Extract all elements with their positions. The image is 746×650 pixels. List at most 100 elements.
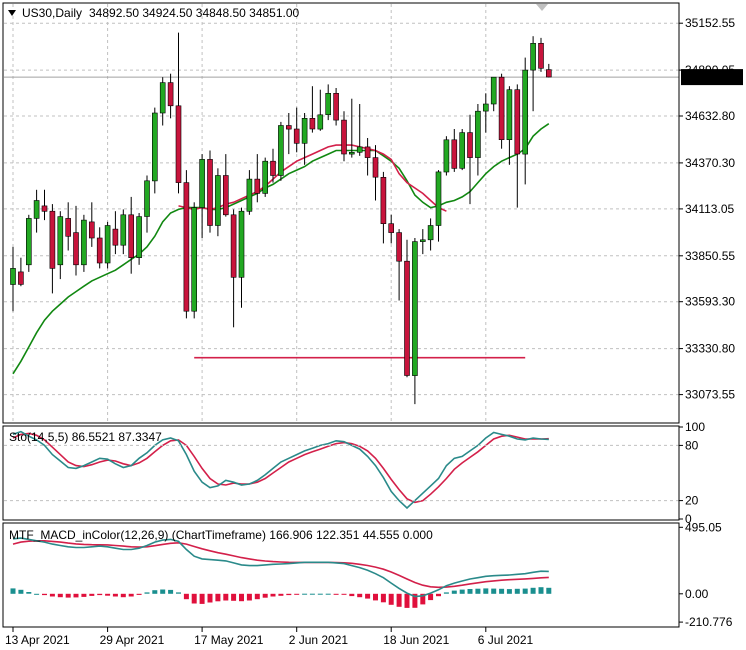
- candle: [522, 57, 529, 185]
- candle: [490, 76, 497, 112]
- stoch-tick-label: 100: [685, 420, 705, 434]
- candle: [372, 145, 379, 201]
- candle-body: [412, 241, 418, 376]
- symbol-title: US30,Daily: [22, 6, 82, 20]
- candle-body: [427, 225, 434, 241]
- macd-hist-bar: [365, 593, 371, 599]
- candle-body: [152, 112, 158, 182]
- macd-hist-bar: [530, 587, 536, 594]
- price-tick-label: 34370.30: [685, 156, 735, 170]
- stoch-tick-label: 20: [685, 494, 699, 508]
- candle: [482, 93, 489, 133]
- candle-body: [293, 128, 300, 144]
- candle: [183, 170, 190, 319]
- candle-body: [128, 214, 134, 259]
- stoch-tick-label: 80: [685, 438, 699, 452]
- macd-hist-bar: [317, 593, 323, 595]
- candle-body: [506, 89, 513, 140]
- candle-body: [41, 205, 48, 212]
- candle-body: [199, 159, 205, 208]
- candle-body: [223, 175, 229, 216]
- candle: [33, 189, 40, 233]
- macd-hist-bar: [144, 592, 150, 594]
- candle-body: [530, 42, 536, 71]
- candle-body: [372, 157, 379, 178]
- candle-body: [167, 82, 174, 107]
- candle: [167, 73, 174, 119]
- macd-hist-bar: [443, 592, 449, 594]
- candlesticks: [10, 32, 552, 405]
- candle-body: [191, 207, 197, 312]
- macd-hist-bar: [302, 593, 308, 595]
- candle: [18, 257, 24, 287]
- macd-hist-bar: [42, 593, 47, 596]
- candle-body: [522, 69, 529, 155]
- candle-body: [482, 103, 489, 112]
- candle: [49, 204, 56, 294]
- candle: [215, 168, 221, 237]
- candle: [223, 154, 229, 217]
- candle-body: [333, 93, 339, 121]
- price-tick-label: 34632.80: [685, 109, 735, 123]
- macd-hist-bar: [254, 593, 260, 600]
- date-tick-label: 6 Jul 2021: [478, 633, 534, 647]
- macd-hist-bar: [246, 593, 252, 601]
- macd-hist-bar: [112, 593, 118, 597]
- candle-body: [33, 200, 40, 219]
- candle: [317, 89, 324, 131]
- price-tick-label: 33330.80: [685, 342, 735, 356]
- candle-body: [136, 216, 142, 259]
- macd-hist-bar: [475, 588, 481, 594]
- macd-hist-bar: [491, 588, 497, 594]
- candle-body: [309, 118, 316, 130]
- candle: [191, 202, 197, 319]
- candle: [380, 171, 387, 244]
- candle: [506, 86, 513, 165]
- candle-body: [498, 76, 505, 140]
- candle: [238, 207, 245, 308]
- candle: [419, 229, 426, 255]
- macd-hist-bar: [262, 593, 268, 598]
- candle-body: [545, 69, 552, 78]
- candle: [467, 114, 473, 205]
- candle: [514, 84, 521, 208]
- macd-hist-bar: [396, 593, 402, 607]
- price-grid: [4, 4, 679, 422]
- macd-panel-frame: [2, 522, 680, 628]
- symbol-menu-triangle-icon[interactable]: [8, 10, 16, 16]
- candle-body: [238, 210, 245, 278]
- date-tick-label: 2 Jun 2021: [289, 633, 349, 647]
- candle: [388, 214, 395, 244]
- macd-hist-bar: [10, 588, 16, 594]
- candle: [285, 113, 292, 155]
- macd-hist-bar: [333, 593, 339, 595]
- candle-body: [380, 177, 387, 225]
- macd-hist-bar: [341, 593, 347, 595]
- candle-body: [364, 146, 371, 158]
- price-tick-label: 33850.55: [685, 249, 735, 263]
- candle-body: [278, 125, 284, 176]
- main-panel-frame: [2, 2, 680, 424]
- last-price-background: [681, 69, 743, 86]
- candle: [199, 154, 205, 238]
- candle: [278, 121, 284, 181]
- candle-body: [435, 171, 442, 226]
- macd-hist-bar: [57, 593, 63, 598]
- macd-hist-bar: [420, 593, 426, 605]
- candle-body: [215, 175, 221, 226]
- candle-body: [356, 146, 363, 153]
- candle: [293, 107, 300, 153]
- candle-body: [25, 218, 32, 266]
- candle: [301, 113, 308, 165]
- chart-shift-marker-icon[interactable]: [536, 4, 548, 11]
- candle-body: [120, 214, 127, 246]
- macd-signal-line: [12, 540, 549, 589]
- stoch-axis-ticks: 100 80 20 0: [679, 420, 705, 526]
- candle-body: [18, 271, 24, 285]
- candle: [451, 129, 458, 172]
- macd-hist-bar: [546, 587, 552, 594]
- macd-hist-bar: [97, 593, 103, 596]
- macd-hist-bar: [89, 593, 95, 596]
- date-tick-label: 18 Jun 2021: [383, 633, 449, 647]
